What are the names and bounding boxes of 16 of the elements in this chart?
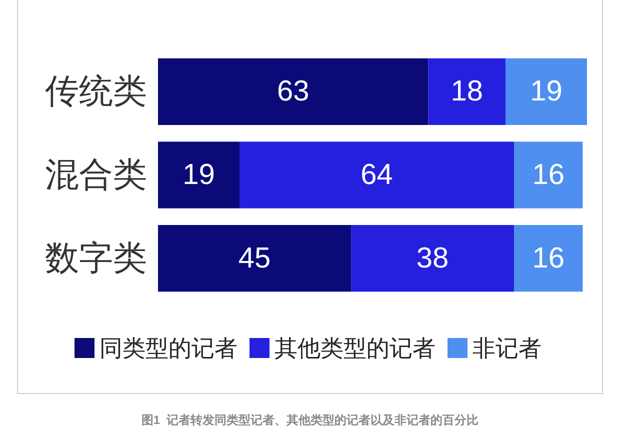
data-label: 19 — [182, 159, 215, 191]
data-label: 18 — [450, 76, 484, 108]
data-label: 45 — [238, 242, 271, 274]
caption: 图1 记者转发同类型记者、其他类型的记者以及非记者的百分比 — [141, 413, 479, 427]
data-label: 38 — [416, 242, 449, 274]
data-label: 16 — [532, 159, 565, 191]
legend-label: 非记者 — [472, 335, 542, 361]
data-label: 63 — [277, 76, 310, 108]
data-label: 16 — [532, 242, 565, 274]
category-label: 传统类 — [45, 72, 147, 111]
category-label: 数字类 — [45, 239, 147, 278]
legend-label: 其他类型的记者 — [274, 335, 436, 361]
legend-label: 同类型的记者 — [100, 335, 238, 361]
category-label: 混合类 — [45, 156, 147, 194]
data-label: 19 — [530, 76, 562, 108]
data-label: 64 — [360, 159, 393, 191]
